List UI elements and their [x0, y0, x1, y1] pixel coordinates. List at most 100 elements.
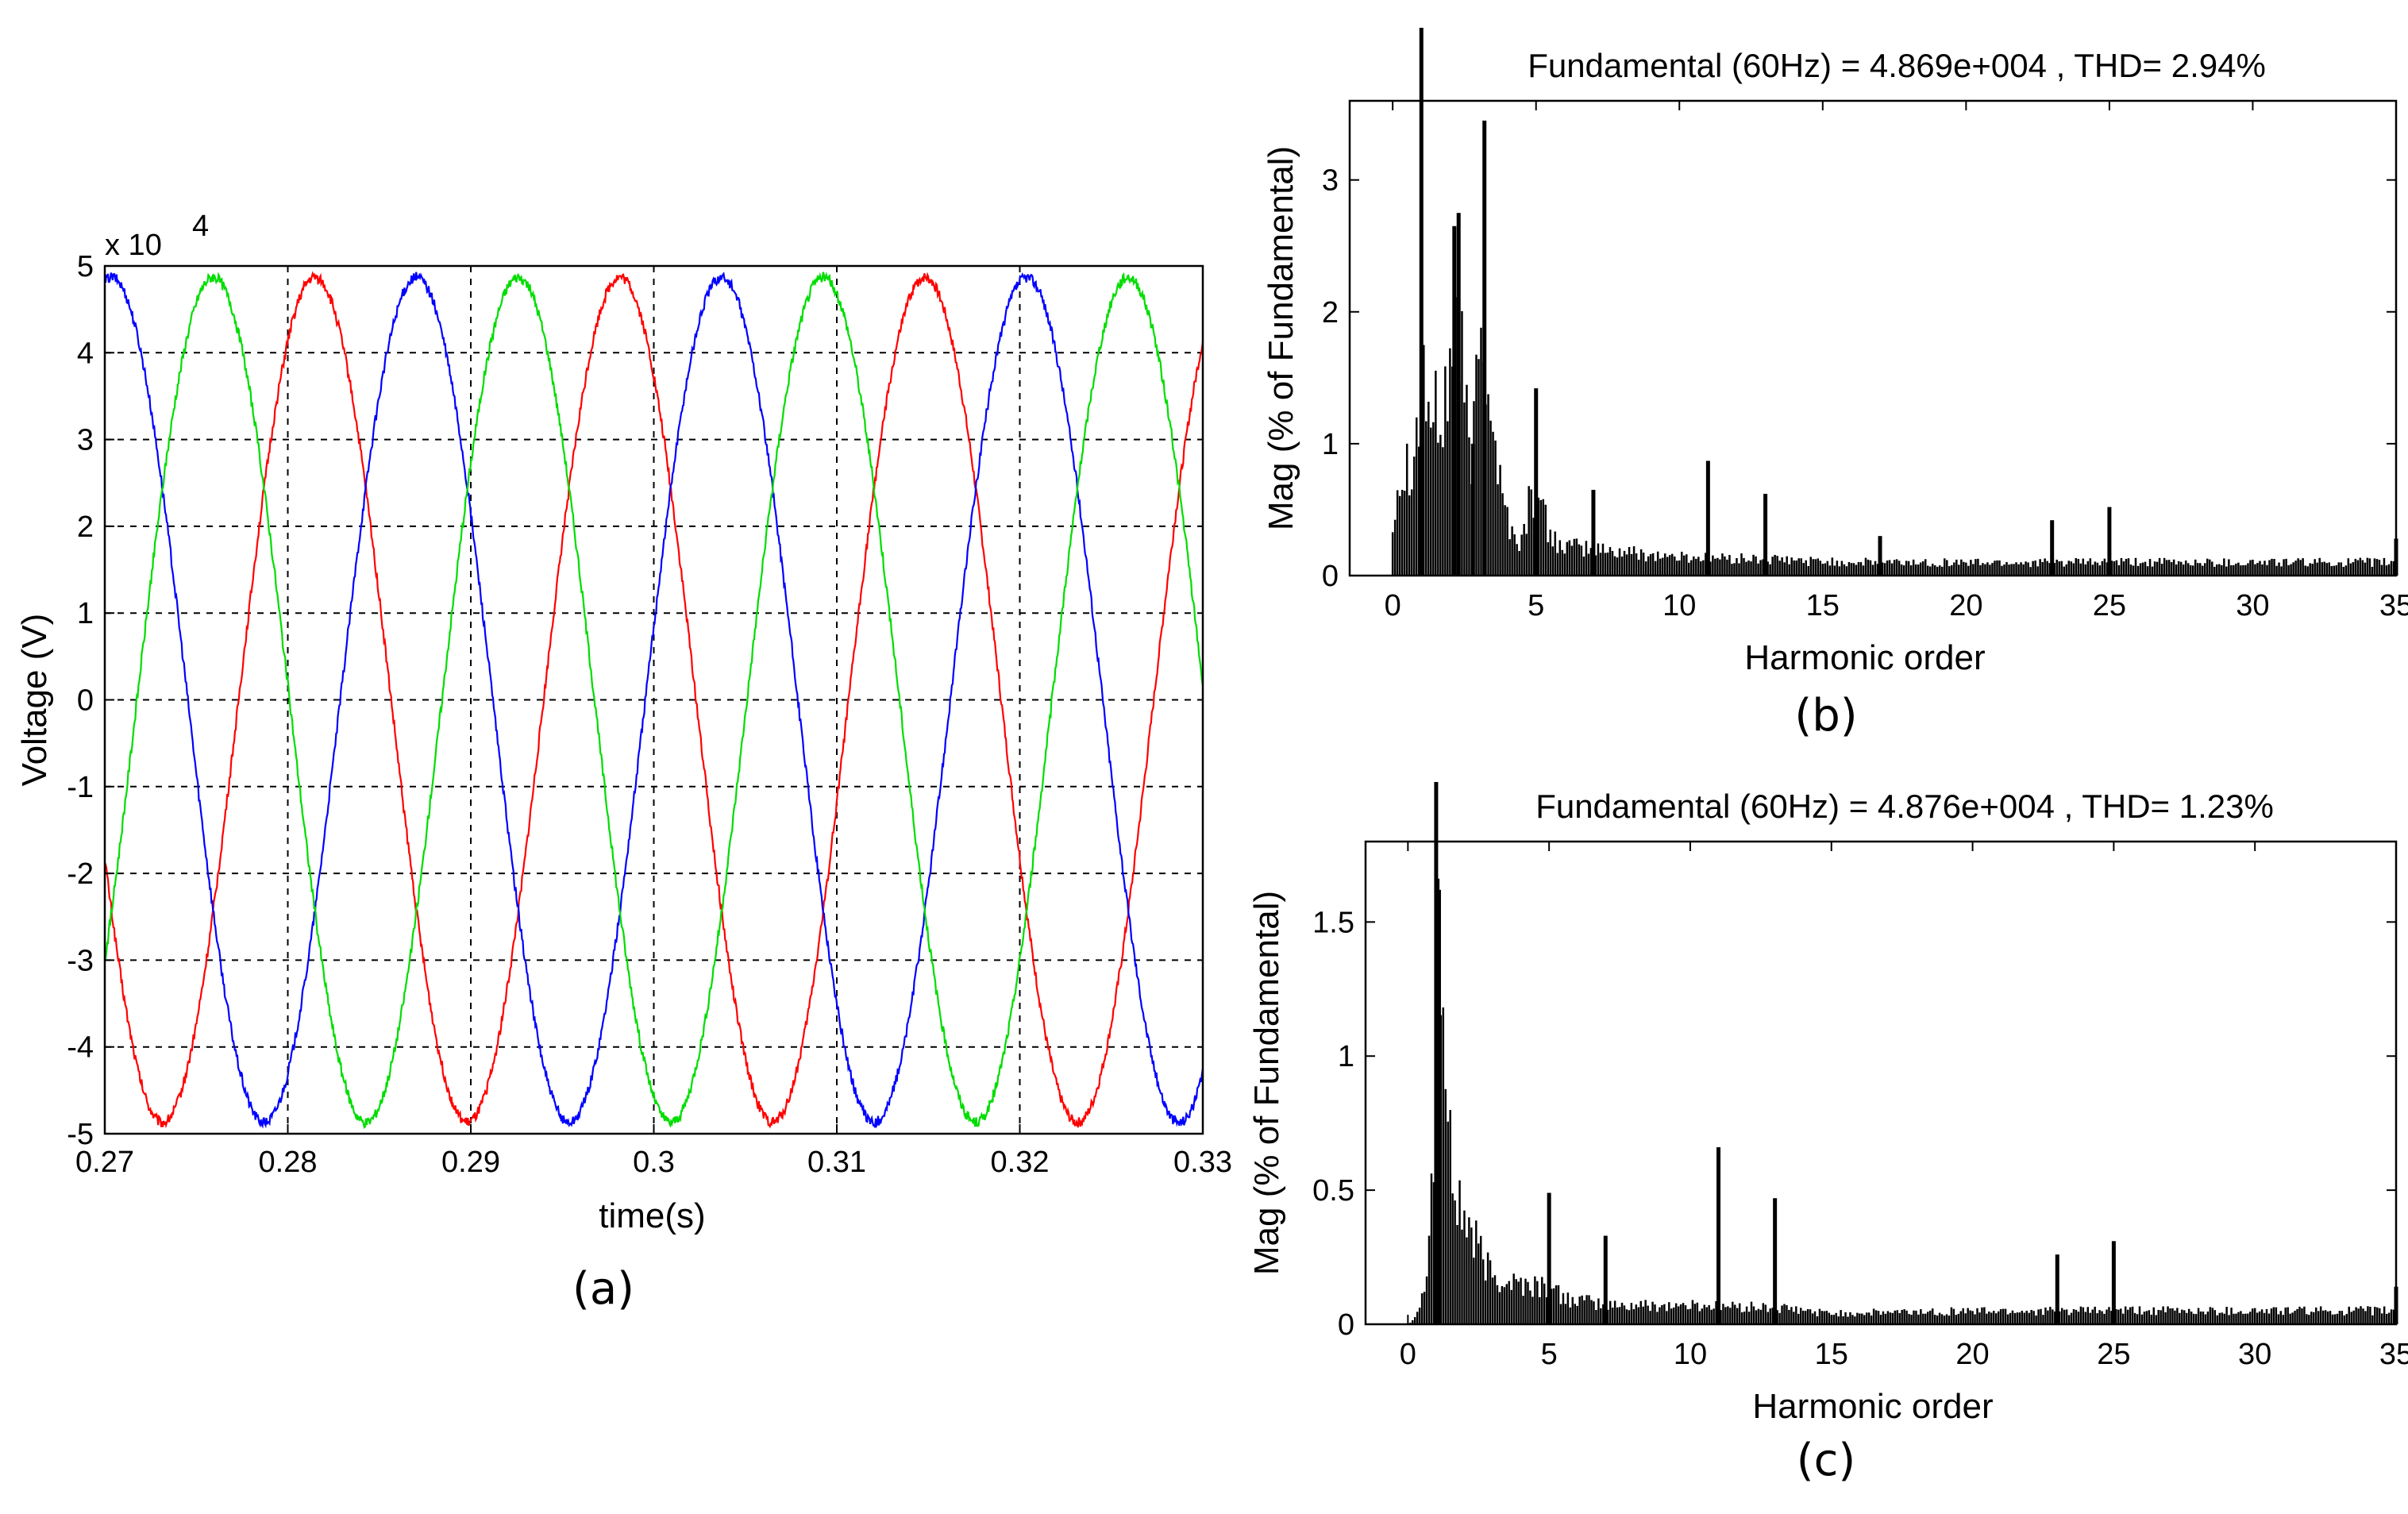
spectrum-bar [2337, 562, 2341, 576]
x-tick-label: 0.28 [259, 1146, 318, 1179]
spectrum-bar [2371, 566, 2374, 576]
spectrum-bar [1797, 558, 1800, 576]
spectrum-bar [2221, 1312, 2223, 1324]
spectrum-bar [1408, 495, 1411, 576]
spectrum-bar [1688, 562, 1690, 576]
spectrum-bar [1824, 563, 1827, 576]
spectrum-bar [1505, 1284, 1508, 1324]
spectrum-bar [1463, 402, 1466, 576]
spectrum-bar [1578, 544, 1581, 576]
spectrum-bar [2054, 1311, 2056, 1324]
spectrum-bar [1896, 1310, 1898, 1324]
spectrum-bar [2013, 564, 2015, 576]
spectrum-bar [1391, 532, 1394, 576]
spectrum-bar [1951, 564, 1953, 576]
spectrum-bar [1879, 1315, 1882, 1324]
spectrum-bar [1981, 1307, 1983, 1324]
spectrum-bar [1950, 1307, 1953, 1324]
spectrum-bar [2029, 567, 2032, 576]
spectrum-bar [2164, 1312, 2167, 1324]
spectrum-bar [2103, 558, 2106, 576]
spectrum-bar [1986, 562, 1989, 576]
spectrum-bar [1940, 1314, 1944, 1324]
spectrum-bar [1867, 559, 1870, 576]
spectrum-bar [1886, 1311, 1890, 1324]
spectrum-bar [1493, 1275, 1497, 1324]
spectrum-bar [1708, 1304, 1710, 1324]
y-axis-label: Voltage (V) [15, 614, 54, 787]
spectrum-bar [2190, 1312, 2193, 1324]
harmonic-peak-bar [1419, 28, 1424, 576]
spectrum-bar [2390, 1309, 2393, 1324]
y-tick-label: 4 [77, 337, 94, 370]
spectrum-bar [1522, 1296, 1524, 1324]
spectrum-bar [2125, 558, 2128, 576]
spectrum-bar [1690, 560, 1693, 576]
spectrum-bar [1550, 1289, 1553, 1324]
spectrum-bar [1470, 1227, 1473, 1324]
spectrum-bar [1659, 558, 1662, 576]
spectrum-bar [1850, 563, 1853, 576]
spectrum-bar [2287, 1307, 2289, 1324]
spectrum-bar [2023, 1312, 2026, 1324]
spectrum-bar [2265, 1309, 2268, 1324]
spectrum-bar [2335, 565, 2338, 576]
spectrum-bar [2233, 1313, 2235, 1324]
spectrum-bar [2055, 559, 2058, 576]
spectrum-bar [2077, 1312, 2080, 1324]
spectrum-bar [1890, 563, 1894, 576]
spectrum-bar [2129, 564, 2133, 576]
spectrum-bar [1554, 531, 1557, 576]
harmonic-spectrum-chart-b: 0 5 10 15 20 25 30 35 0 1 2 3 Fundamental (60Hz) = 4… [1262, 28, 2408, 742]
spectrum-bar [2160, 564, 2163, 576]
x-tick-label: 30 [2236, 589, 2269, 622]
series-line-phase-c [104, 271, 1204, 1130]
spectrum-bar [1672, 1307, 1675, 1324]
spectrum-bar [2001, 565, 2003, 576]
spectrum-bar [2328, 562, 2330, 576]
spectrum-bar [2036, 566, 2039, 576]
spectrum-bar [1473, 1258, 1475, 1324]
spectrum-bar [1630, 1303, 1633, 1324]
spectrum-bar [1731, 564, 1733, 576]
spectrum-bar [1816, 1316, 1819, 1324]
spectrum-bar [2278, 562, 2280, 576]
spectrum-bar [1585, 1295, 1588, 1324]
spectrum-bar [1750, 1301, 1753, 1324]
spectrum-bar [2124, 1306, 2127, 1324]
spectrum-bar [1593, 1301, 1595, 1324]
spectrum-bar [1635, 553, 1638, 576]
spectrum-bar [1585, 541, 1588, 576]
spectrum-bar [1962, 1308, 1964, 1324]
spectrum-bar [1582, 557, 1585, 576]
spectrum-bar [1654, 561, 1657, 576]
spectrum-bar [1496, 1285, 1499, 1324]
spectrum-bar [2157, 1309, 2159, 1324]
spectrum-bar [1847, 1316, 1849, 1324]
x-tick-label: 20 [1949, 589, 1982, 622]
spectrum-bar [1767, 561, 1769, 576]
spectrum-bar [1666, 557, 1669, 576]
spectrum-bar [1828, 1312, 1831, 1324]
spectrum-bar [1738, 1303, 1741, 1324]
spectrum-bar [2385, 1313, 2388, 1324]
spectrum-bar [1574, 1304, 1576, 1324]
spectrum-bar [2302, 558, 2304, 576]
spectrum-bar [1589, 548, 1593, 576]
harmonic-peak-bar [1436, 889, 1441, 1324]
x-axis-label: time(s) [599, 1196, 705, 1235]
spectrum-bar [1616, 1307, 1619, 1324]
spectrum-bar [1837, 1316, 1840, 1324]
spectrum-bar [2171, 1308, 2174, 1324]
spectrum-bar [2004, 1308, 2007, 1324]
spectrum-bar [2347, 558, 2350, 576]
spectrum-bar [1542, 499, 1544, 576]
spectrum-bar [1729, 1308, 1732, 1324]
harmonic-peak-bar [2055, 1254, 2059, 1324]
spectrum-bar [1993, 1311, 1995, 1324]
spectrum-bar [1649, 1311, 1651, 1324]
spectrum-bar [2277, 1314, 2280, 1324]
spectrum-bar [2072, 563, 2075, 576]
spectrum-bar [1487, 394, 1489, 576]
spectrum-bar [2254, 564, 2256, 576]
